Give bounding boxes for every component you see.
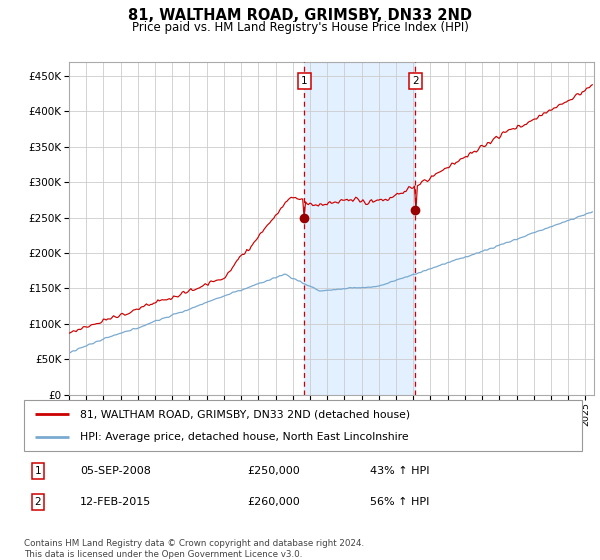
FancyBboxPatch shape (24, 400, 582, 451)
Text: 81, WALTHAM ROAD, GRIMSBY, DN33 2ND: 81, WALTHAM ROAD, GRIMSBY, DN33 2ND (128, 8, 472, 24)
Text: HPI: Average price, detached house, North East Lincolnshire: HPI: Average price, detached house, Nort… (80, 432, 409, 442)
Text: 43% ↑ HPI: 43% ↑ HPI (370, 466, 430, 476)
Text: 81, WALTHAM ROAD, GRIMSBY, DN33 2ND (detached house): 81, WALTHAM ROAD, GRIMSBY, DN33 2ND (det… (80, 409, 410, 419)
Text: 2: 2 (412, 76, 419, 86)
Bar (304, 62, 415, 395)
Text: 05-SEP-2008: 05-SEP-2008 (80, 466, 151, 476)
Text: 2: 2 (35, 497, 41, 507)
Text: £250,000: £250,000 (247, 466, 300, 476)
Text: 12-FEB-2015: 12-FEB-2015 (80, 497, 151, 507)
Text: Price paid vs. HM Land Registry's House Price Index (HPI): Price paid vs. HM Land Registry's House … (131, 21, 469, 34)
Text: 1: 1 (35, 466, 41, 476)
Text: £260,000: £260,000 (247, 497, 300, 507)
Text: 56% ↑ HPI: 56% ↑ HPI (370, 497, 430, 507)
Text: 1: 1 (301, 76, 308, 86)
Text: Contains HM Land Registry data © Crown copyright and database right 2024.
This d: Contains HM Land Registry data © Crown c… (24, 539, 364, 559)
